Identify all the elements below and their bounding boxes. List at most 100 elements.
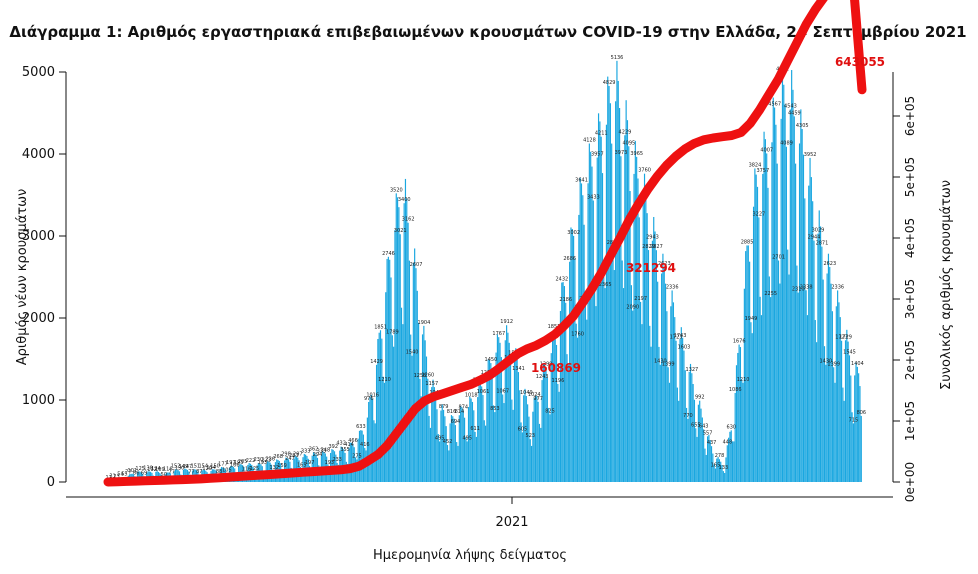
bar <box>634 140 636 482</box>
bar <box>428 415 430 482</box>
bar <box>618 108 621 482</box>
bar <box>759 296 761 482</box>
bar-value-label: 298 <box>281 452 291 458</box>
cumulative-annotation: 643055 <box>835 55 885 69</box>
bar <box>678 400 680 482</box>
bar <box>731 441 734 482</box>
bar-value-label: 230 <box>254 457 264 463</box>
bar <box>758 217 760 482</box>
bar-value-label: 333 <box>317 449 327 455</box>
bar-value-label: 23 <box>113 474 119 480</box>
bar <box>771 142 773 483</box>
bar <box>642 200 644 483</box>
bar <box>551 331 554 482</box>
bar <box>734 392 736 482</box>
bar <box>696 436 698 482</box>
bar <box>649 325 651 482</box>
y2-tick-label: 4e+05 <box>903 218 917 258</box>
bar <box>369 397 371 482</box>
bar <box>637 178 639 482</box>
bar <box>822 279 824 482</box>
bar <box>705 454 707 482</box>
bar <box>571 228 573 482</box>
bar <box>358 430 361 482</box>
bar-value-label: 278 <box>715 453 725 459</box>
bar-value-label: 4305 <box>796 123 809 129</box>
bar <box>700 408 702 482</box>
bar <box>710 446 713 482</box>
bar <box>654 231 656 482</box>
bar-value-label: 1016 <box>366 393 379 399</box>
bar-value-label: 149 <box>179 464 189 470</box>
bar-value-label: 770 <box>683 413 693 419</box>
bar <box>372 398 374 482</box>
bar-value-label: 193 <box>325 460 335 466</box>
bar <box>400 307 403 482</box>
bar <box>594 285 596 482</box>
bar <box>688 371 690 482</box>
bar <box>850 375 852 482</box>
bar <box>674 317 676 482</box>
bar <box>772 97 774 482</box>
bar-value-label: 1676 <box>733 339 746 345</box>
bar-value-label: 806 <box>857 410 867 416</box>
bar <box>486 375 488 482</box>
bar-value-label: 2365 <box>599 282 612 288</box>
bar-value-label: 1851 <box>548 324 561 330</box>
bar <box>721 465 723 482</box>
bar-value-label: 112 <box>147 467 157 473</box>
bar-value-label: 1450 <box>485 357 498 363</box>
bar-value-label: 31 <box>109 473 115 479</box>
bar <box>482 395 484 482</box>
bar-value-label: 3002 <box>567 230 580 236</box>
bar <box>419 378 421 482</box>
bar <box>823 346 826 482</box>
bar <box>415 268 417 482</box>
bar <box>460 405 462 482</box>
bar <box>767 187 769 482</box>
bar <box>520 422 522 482</box>
bar <box>831 311 833 482</box>
y2-axis-label: Συνολικός αριθμός κρουσμάτων <box>939 180 954 390</box>
y-tick-label: 0 <box>47 475 55 490</box>
bar <box>425 356 428 482</box>
bar <box>821 246 823 482</box>
bar-value-label: 4543 <box>784 103 797 109</box>
bar <box>341 447 343 482</box>
bar-value-label: 2829 <box>642 244 655 250</box>
bar <box>625 100 627 483</box>
bar <box>449 423 451 482</box>
bar-value-label: 4459 <box>788 110 801 116</box>
bar <box>471 401 474 482</box>
bar <box>439 441 441 482</box>
bar <box>687 418 689 482</box>
bar-value-label: 2197 <box>634 296 647 302</box>
bar <box>834 382 836 482</box>
bar-value-label: 4007 <box>760 147 773 153</box>
bar <box>733 441 735 482</box>
bar <box>621 260 623 482</box>
bar <box>671 290 673 482</box>
bar <box>781 72 784 482</box>
bar-value-label: 1024 <box>528 392 541 398</box>
bar-value-label: 2943 <box>646 235 659 241</box>
bar-value-label: 1912 <box>500 319 513 325</box>
bar-value-label: 205 <box>238 459 248 465</box>
bar <box>801 129 803 482</box>
bar-value-label: 2701 <box>772 254 785 260</box>
bar-value-label: 2310 <box>792 287 805 293</box>
bar <box>448 450 450 482</box>
bar <box>532 411 534 482</box>
bar-value-label: 1086 <box>729 387 742 393</box>
bar-value-label: 1430 <box>820 359 833 365</box>
bar <box>607 76 609 482</box>
bar <box>479 383 481 482</box>
bar <box>604 288 606 482</box>
bar <box>800 109 802 482</box>
bar <box>523 395 525 482</box>
bar <box>357 438 359 482</box>
bar <box>741 379 743 482</box>
bar <box>827 253 830 482</box>
bar-value-label: 5136 <box>611 55 624 61</box>
bar <box>398 207 400 482</box>
